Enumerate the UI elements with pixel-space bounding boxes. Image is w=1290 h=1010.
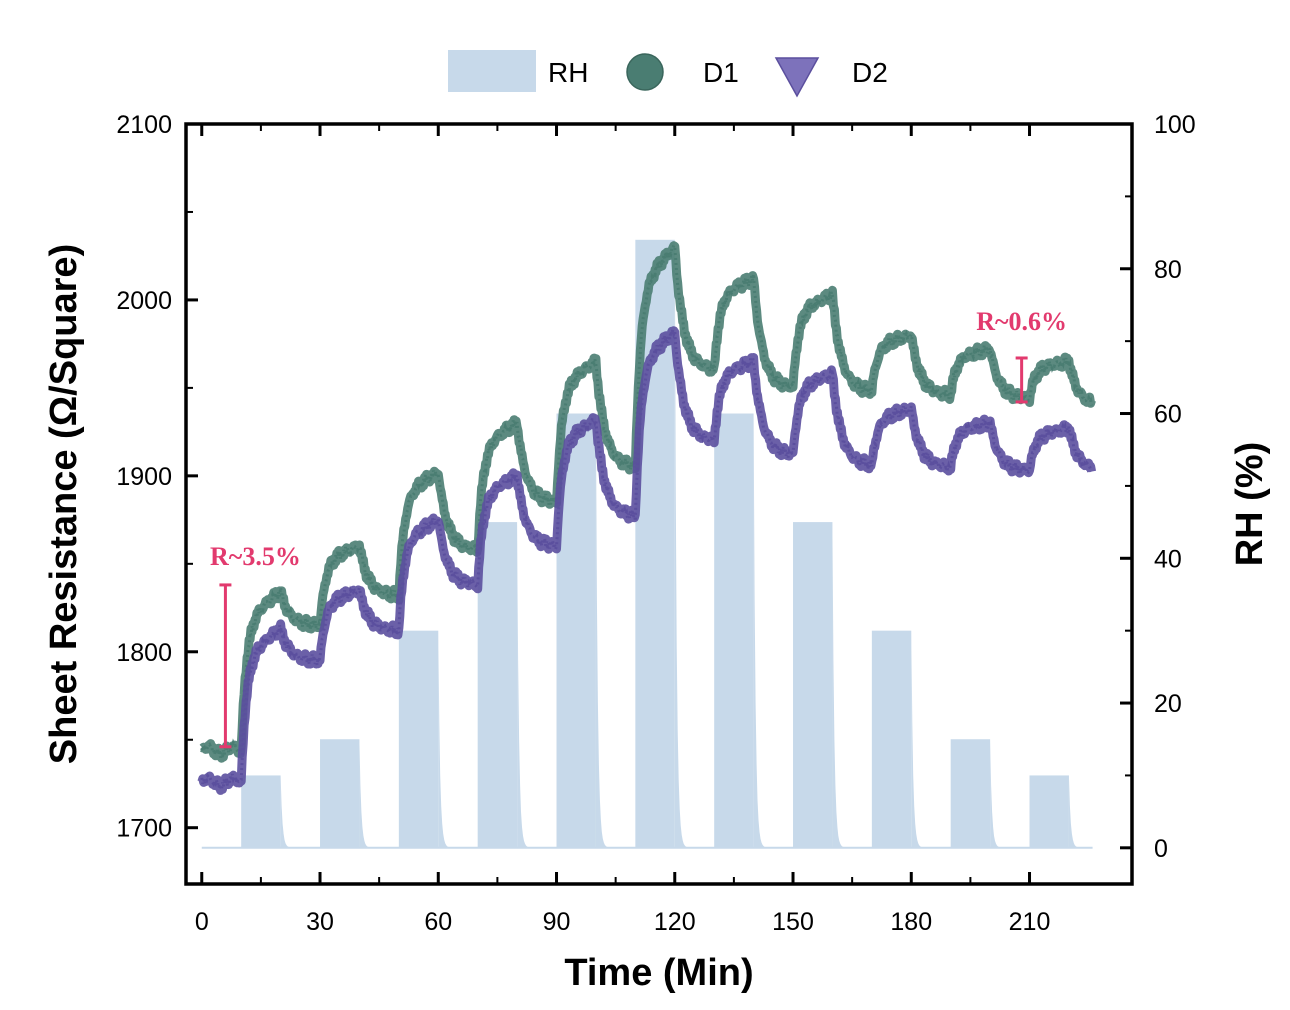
x-tick-label-180: 180: [890, 908, 932, 936]
y-right-tick-label-20: 20: [1154, 690, 1182, 718]
x-tick-label-30: 30: [306, 908, 334, 936]
annotations: R~3.5% R~0.6%: [210, 307, 1067, 749]
y-left-tick-label-2100: 2100: [116, 111, 172, 139]
y-right-tick-label-0: 0: [1154, 835, 1168, 863]
annotation-label-1: R~3.5%: [210, 542, 301, 571]
rh-bar-10: [950, 739, 991, 848]
legend: RH D1 D2: [448, 50, 888, 98]
rh-bar-8: [793, 522, 833, 848]
y-left-tick-label-1900: 1900: [116, 463, 172, 491]
y-right-tick-label-40: 40: [1154, 545, 1182, 573]
rh-bar-1: [241, 775, 281, 848]
rh-bar-11: [1029, 775, 1069, 848]
rh-bar-tail-4: [517, 522, 529, 848]
legend-swatch-rh: [448, 50, 536, 92]
rh-bar-tail-7: [753, 413, 766, 848]
rh-bar-tail-11: [1068, 775, 1081, 848]
legend-label-rh: RH: [548, 57, 588, 88]
rh-bar-tail-2: [359, 739, 372, 848]
legend-label-d2: D2: [852, 57, 888, 88]
x-tick-label-210: 210: [1009, 908, 1051, 936]
rh-bar-tail-6: [674, 239, 687, 848]
x-tick-label-120: 120: [654, 908, 696, 936]
series-d1-line: [200, 241, 1094, 759]
x-tick-label-60: 60: [424, 908, 452, 936]
y-right-tick-label-80: 80: [1154, 256, 1182, 284]
y-right-tick-label-60: 60: [1154, 401, 1182, 429]
rh-bars: [201, 239, 1093, 849]
y-axis-title-right: RH (%): [1229, 442, 1271, 567]
x-tick-label-150: 150: [772, 908, 814, 936]
y-left-tick-label-2000: 2000: [116, 287, 172, 315]
rh-bar-2: [320, 739, 360, 848]
x-axis-title: Time (Min): [564, 952, 753, 994]
rh-bar-3: [398, 630, 439, 848]
legend-marker-d1: [626, 53, 664, 91]
rh-bar-4: [477, 522, 518, 848]
rh-bar-tail-10: [990, 739, 1002, 848]
rh-bar-tail-9: [911, 630, 924, 848]
x-tick-label-0: 0: [195, 908, 209, 936]
y-left-tick-label-1800: 1800: [116, 639, 172, 667]
series-d2-line: [200, 329, 1093, 791]
x-tick-label-90: 90: [543, 908, 571, 936]
ticks: 0 30 60 90 120 150 180 210 1700 1800 1900 2000 2100 0…: [116, 111, 1195, 936]
legend-label-d1: D1: [703, 57, 739, 88]
annotation-label-2: R~0.6%: [976, 307, 1067, 336]
rh-bar-tail-1: [280, 775, 293, 848]
rh-bar-tail-5: [595, 413, 608, 848]
y-left-tick-label-1700: 1700: [116, 815, 172, 843]
y-axis-title-left: Sheet Resistance (Ω/Square): [43, 244, 85, 764]
legend-marker-d2: [774, 57, 820, 98]
rh-bar-7: [714, 413, 754, 848]
plot-frame: [184, 122, 1134, 886]
rh-bar-tail-3: [438, 630, 451, 848]
rh-bar-9: [871, 630, 912, 848]
y-right-tick-label-100: 100: [1154, 111, 1196, 139]
series-layer: [197, 241, 1097, 795]
rh-bar-tail-8: [832, 522, 845, 848]
